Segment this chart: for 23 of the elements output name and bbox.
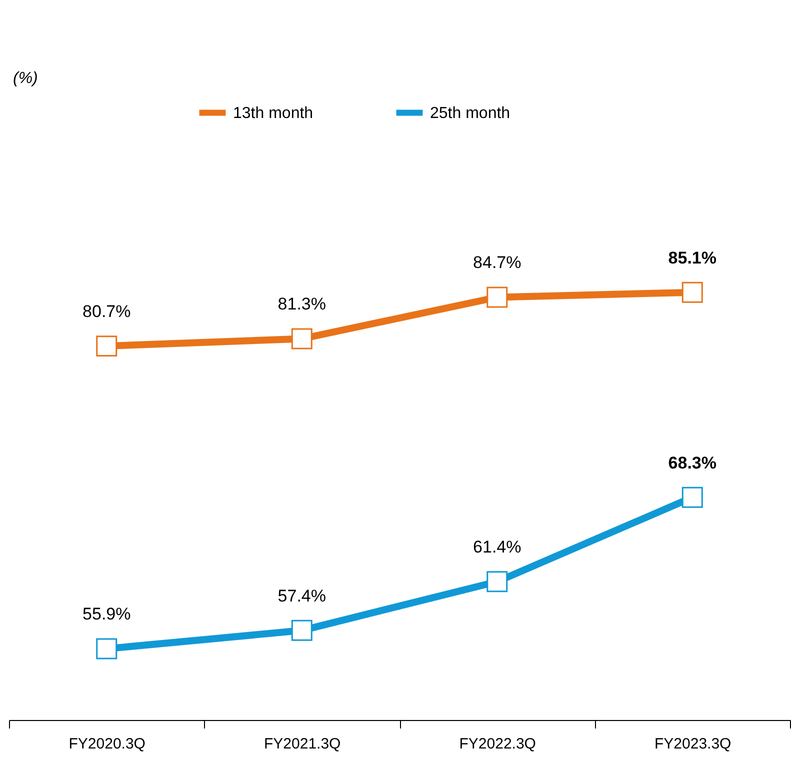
legend-label: 25th month bbox=[430, 104, 510, 122]
point bbox=[291, 620, 312, 641]
data-label: 81.3% bbox=[278, 294, 326, 314]
point bbox=[291, 328, 312, 350]
point bbox=[486, 571, 508, 592]
x-tick-label: FY2020.3Q bbox=[68, 736, 146, 752]
text: (%) bbox=[13, 70, 38, 87]
x-tick-label: FY2023.3Q bbox=[654, 736, 732, 752]
point bbox=[96, 336, 118, 357]
point bbox=[486, 286, 508, 308]
data-label: 61.4% bbox=[473, 538, 522, 557]
point bbox=[96, 638, 118, 660]
x-tick-label: FY2021.3Q bbox=[264, 736, 341, 752]
data-label: 80.7% bbox=[82, 302, 131, 322]
point bbox=[682, 486, 703, 508]
data-label: 85.1% bbox=[668, 248, 716, 268]
x-tick-label: FY2022.3Q bbox=[459, 736, 536, 752]
data-label: 84.7% bbox=[473, 253, 522, 272]
legend-label: 13th month bbox=[233, 104, 314, 122]
data-label: 55.9% bbox=[82, 604, 131, 624]
data-label: 57.4% bbox=[278, 586, 326, 606]
data-label: 68.3% bbox=[668, 453, 716, 472]
point bbox=[682, 282, 703, 303]
